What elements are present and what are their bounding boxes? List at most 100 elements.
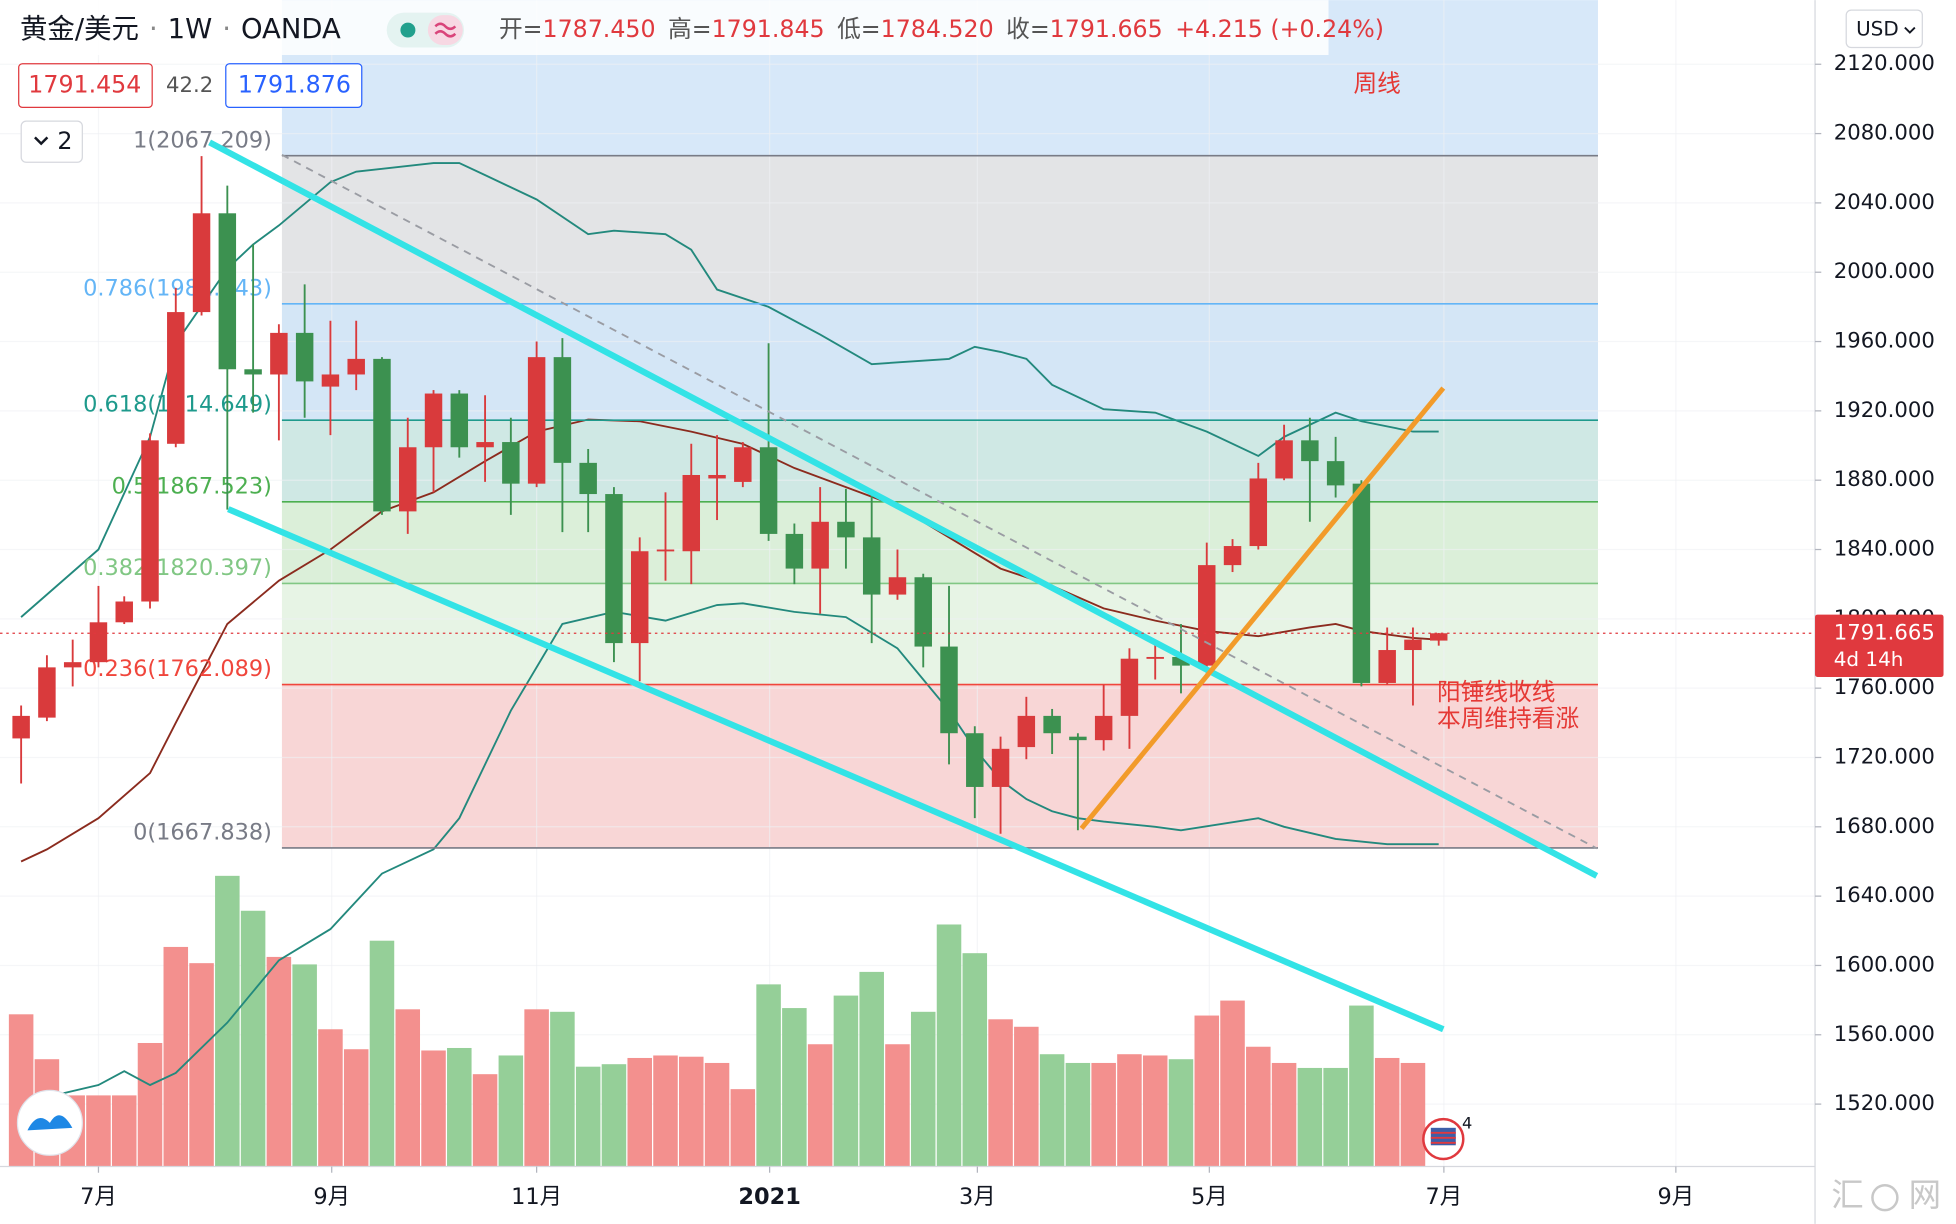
volume-bar: [1374, 1057, 1400, 1167]
candle-body: [605, 494, 623, 644]
candle-body: [115, 601, 133, 623]
ohlc-label: 开=: [499, 15, 543, 43]
volume-bar: [1014, 1026, 1039, 1167]
watermark: 网: [1909, 1176, 1941, 1214]
candle-body: [1249, 478, 1268, 547]
candle-body: [192, 213, 211, 313]
candle-body: [966, 733, 984, 787]
y-tick-label: 1960.000: [1834, 328, 1935, 353]
candle-body: [1172, 656, 1190, 666]
candle-body: [1069, 736, 1087, 741]
collapse-button[interactable]: [20, 120, 83, 163]
candle-body: [1043, 715, 1061, 734]
candle-body: [295, 332, 314, 382]
candle-body: [89, 622, 108, 663]
candle-body: [527, 357, 546, 484]
logo: [27, 1115, 73, 1131]
volume-bar: [679, 1056, 704, 1167]
volume-bar: [1039, 1054, 1065, 1167]
fib-label: 0.786(1981.743): [83, 275, 272, 301]
y-tick-label: 2080.000: [1834, 120, 1935, 145]
candle-body: [347, 358, 365, 375]
volume-bar: [885, 1044, 910, 1167]
volume-bar: [910, 1011, 936, 1167]
volume-bar: [962, 953, 988, 1167]
currency[interactable]: USD: [1856, 17, 1899, 41]
candle-body: [888, 577, 907, 595]
watermark-logo: [1871, 1183, 1899, 1212]
volume-bar: [1168, 1059, 1194, 1167]
fib-zone: [281, 420, 1598, 502]
volume-bar: [1065, 1062, 1091, 1167]
chevron: [1904, 26, 1916, 34]
volume-bar: [1400, 1062, 1426, 1167]
event-count: 4: [1462, 1114, 1472, 1133]
volume-bar: [498, 1055, 524, 1167]
volume-bar: [807, 1044, 833, 1167]
volume-bar: [550, 1011, 575, 1167]
candle-body: [1429, 633, 1448, 641]
volume-bar: [1091, 1062, 1116, 1167]
candle-body: [579, 462, 597, 495]
candle-body: [1094, 715, 1113, 741]
last-price-label: 1791.665: [1834, 619, 1935, 644]
dashed-trendline: [281, 153, 1598, 850]
volume-bar: [1117, 1054, 1142, 1167]
volume-bar: [369, 940, 395, 1167]
buy-button[interactable]: [225, 63, 363, 109]
ohlc-value: 1787.450: [543, 15, 656, 43]
candle-body: [734, 447, 752, 482]
last-price-box: [1815, 614, 1944, 677]
candle-body: [218, 213, 237, 370]
annotation: 本周维持看涨: [1437, 704, 1579, 732]
x-tick-label: 3月: [959, 1184, 996, 1210]
sell-price[interactable]: 1791.454: [28, 71, 141, 99]
x-tick-label: 7月: [80, 1184, 117, 1210]
buy-price[interactable]: 1791.876: [238, 71, 351, 99]
candle-body: [321, 374, 340, 387]
volume-bar: [730, 1089, 756, 1167]
period-note: 周线: [1353, 69, 1400, 97]
symbol: 黄金/美元: [20, 14, 139, 45]
indicator-line: [20, 602, 1439, 1117]
sell-button[interactable]: [18, 63, 153, 109]
candle-body: [167, 312, 185, 444]
ohlc-value: 1784.520: [881, 15, 994, 43]
candle-body: [450, 393, 469, 448]
fib-zone: [281, 303, 1598, 421]
volume-bar: [601, 1064, 627, 1167]
volume-bar: [859, 971, 884, 1167]
interval: 1W: [168, 14, 213, 45]
collapse-count[interactable]: 2: [57, 127, 72, 155]
candle-body: [399, 447, 417, 512]
y-tick-label: 2040.000: [1834, 189, 1935, 214]
candle-body: [1120, 658, 1139, 716]
currency-button[interactable]: [1845, 9, 1923, 49]
y-tick-label: 1760.000: [1834, 674, 1935, 699]
delay-pill: [427, 15, 463, 46]
fib-label: 0.382(1820.397): [83, 555, 272, 581]
symbol-line: 黄金/美元 · 1W · OANDA: [20, 14, 341, 45]
fib-label: 0.236(1762.089): [83, 656, 272, 682]
chevron: [34, 136, 49, 146]
candle-body: [862, 537, 881, 595]
x-tick-label: 11月: [511, 1184, 562, 1210]
candle-body: [1378, 650, 1396, 683]
volume-bar: [318, 1029, 343, 1167]
y-tick-label: 1640.000: [1834, 882, 1935, 907]
candle-body: [1275, 440, 1293, 479]
x-tick-label: 9月: [1657, 1184, 1694, 1210]
ohlc-line: 开=1787.450 高=1791.845 低=1784.520 收=1791.665…: [499, 15, 1384, 43]
annotation: 阳锤线收线: [1437, 678, 1555, 706]
volume-bar: [524, 1009, 549, 1167]
volume-bar: [575, 1066, 601, 1167]
y-tick-label: 1920.000: [1834, 397, 1935, 422]
candle-body: [682, 474, 701, 552]
candle-body: [63, 662, 82, 668]
candle-body: [424, 393, 443, 448]
change: +4.215 (+0.24%): [1175, 15, 1384, 43]
volume-layer: [8, 875, 1426, 1167]
volume-bar: [266, 956, 292, 1167]
